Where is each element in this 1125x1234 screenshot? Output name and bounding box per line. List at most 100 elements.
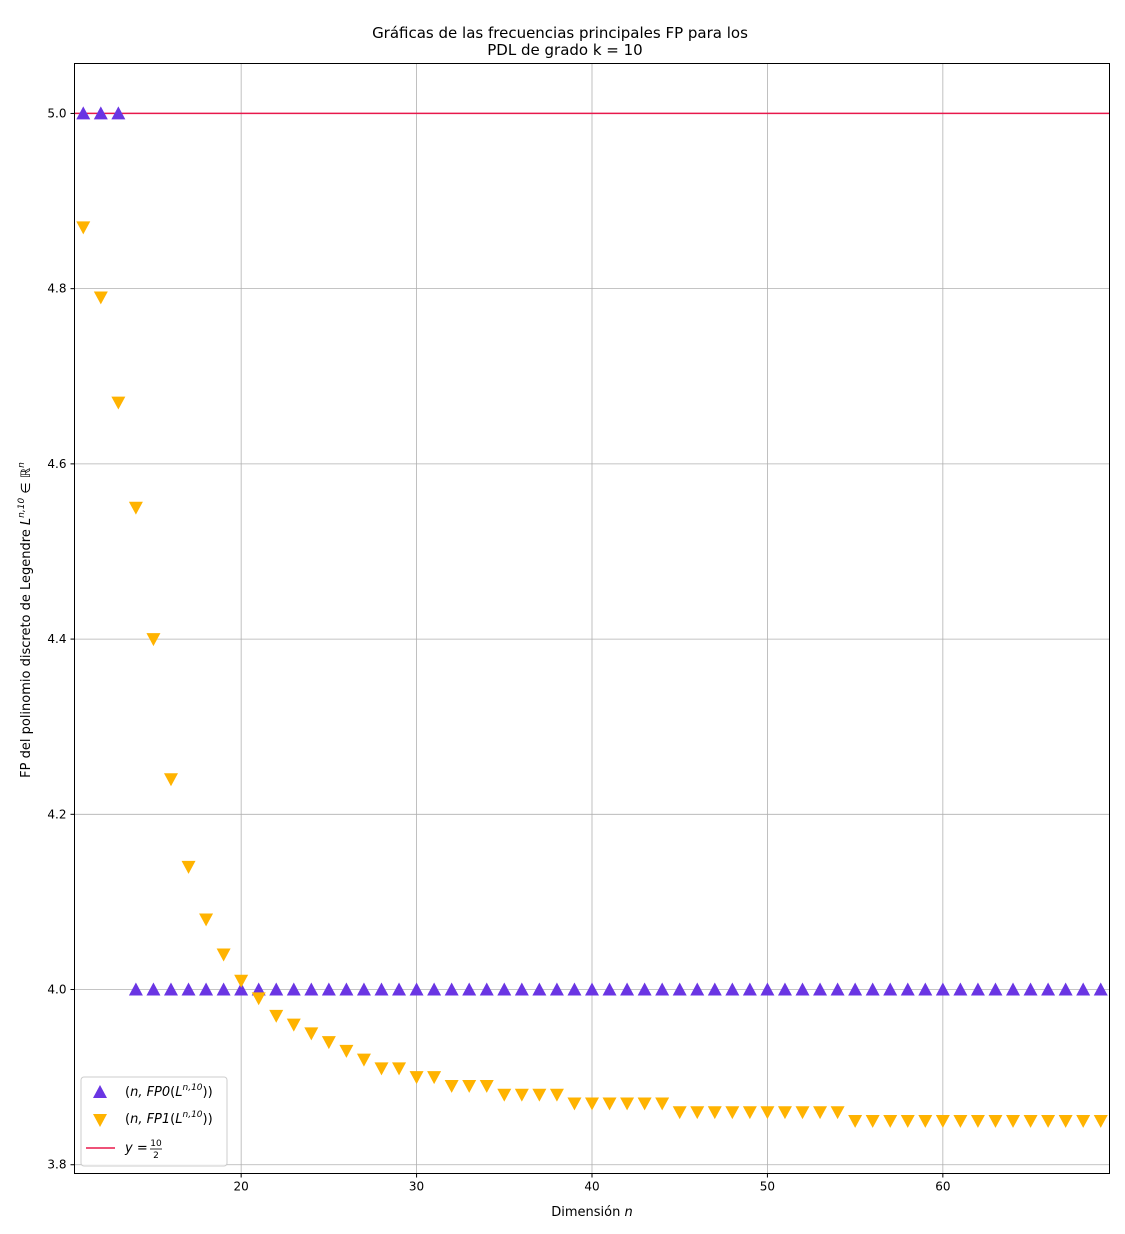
fp1-marker (883, 1114, 898, 1128)
y-tick-label: 5.0 (47, 106, 66, 120)
fp0-marker (497, 982, 512, 996)
fp0-marker (865, 982, 880, 996)
fp0-marker (216, 982, 231, 996)
legend: (n, FP0(Ln,10)) (n, FP1(Ln,10)) y = 10 2 (80, 1076, 228, 1167)
fp0-marker (111, 106, 126, 120)
x-axis-label: Dimensión n (551, 1205, 632, 1220)
fp0-marker (1023, 982, 1038, 996)
grid-lines (74, 63, 1110, 1174)
fp1-marker (514, 1088, 529, 1102)
y-tick-label: 4.2 (47, 807, 66, 821)
fp1-marker (216, 948, 231, 962)
fp0-marker (795, 982, 810, 996)
legend-marker-fp0 (93, 1085, 107, 1098)
fp0-marker (1093, 982, 1108, 996)
fp1-marker (672, 1106, 687, 1120)
fp1-marker (760, 1106, 775, 1120)
fp1-marker (532, 1088, 547, 1102)
fp0-marker (427, 982, 442, 996)
fp0-marker (690, 982, 705, 996)
fp1-marker (777, 1106, 792, 1120)
y-tick-label: 4.4 (47, 632, 66, 646)
fp1-marker (1076, 1114, 1091, 1128)
y-tick-label: 4.6 (47, 457, 66, 471)
fp1-marker (1093, 1114, 1108, 1128)
fp0-marker (883, 982, 898, 996)
fp1-marker (497, 1088, 512, 1102)
fp1-marker (848, 1114, 863, 1128)
fp0-marker (813, 982, 828, 996)
fp1-marker (234, 974, 249, 988)
fp1-marker (111, 396, 126, 410)
fp0-marker (199, 982, 214, 996)
y-tick-label: 4.8 (47, 282, 66, 296)
fp1-marker (462, 1079, 477, 1093)
fp0-marker (585, 982, 599, 996)
x-tick-label: 50 (760, 1180, 775, 1194)
fp0-marker (93, 106, 108, 120)
legend-label-ref-line: y = (124, 1141, 148, 1156)
fp0-marker (1076, 982, 1091, 996)
fp0-marker (1058, 982, 1073, 996)
fp0-marker (321, 982, 336, 996)
fp1-marker (953, 1114, 968, 1128)
fp0-marker (567, 982, 582, 996)
fp0-marker (672, 982, 687, 996)
fp0-marker (374, 982, 389, 996)
fp0-marker (602, 982, 617, 996)
fp0-marker (392, 982, 407, 996)
fp1-marker (935, 1114, 950, 1128)
fp1-marker (427, 1071, 442, 1085)
fp1-marker (199, 913, 214, 927)
fp1-marker (146, 633, 161, 647)
y-tick-label: 3.8 (47, 1158, 66, 1172)
fp0-marker (620, 982, 635, 996)
fp1-marker (409, 1071, 424, 1085)
fp1-marker (690, 1106, 705, 1120)
fp0-marker (146, 982, 161, 996)
fp0-marker (286, 982, 301, 996)
y-axis-label: FP del polinomio discreto de Legendre Ln… (17, 462, 34, 778)
fp0-marker (760, 982, 775, 996)
fp1-marker (725, 1106, 740, 1120)
x-tick-label: 20 (234, 1180, 249, 1194)
fp0-marker (76, 106, 91, 120)
fp1-marker (392, 1062, 407, 1076)
legend-fraction-numerator: 10 (150, 1139, 162, 1149)
fp1-marker (1006, 1114, 1021, 1128)
fp1-marker (830, 1106, 845, 1120)
fp1-marker (1058, 1114, 1073, 1128)
fp0-marker (339, 982, 354, 996)
fp0-marker (1041, 982, 1056, 996)
fp0-marker (742, 982, 757, 996)
fp0-marker (953, 982, 968, 996)
fp1-marker (181, 860, 196, 874)
fp1-marker (163, 773, 178, 787)
fp1-marker (900, 1114, 915, 1128)
fp1-marker (970, 1114, 985, 1128)
fp1-marker (374, 1062, 389, 1076)
x-tick-label: 60 (935, 1180, 950, 1194)
fp1-marker (567, 1097, 582, 1111)
fp0-marker (830, 982, 845, 996)
fp0-marker (549, 982, 564, 996)
fp0-marker (988, 982, 1003, 996)
fp1-marker (620, 1097, 635, 1111)
fp0-marker (269, 982, 284, 996)
fp0-marker (900, 982, 915, 996)
fp0-marker (251, 982, 266, 996)
fp0-marker (637, 982, 652, 996)
fp1-marker (1023, 1114, 1038, 1128)
fp1-marker (549, 1088, 564, 1102)
fp0-marker (725, 982, 740, 996)
fp1-marker (269, 1009, 284, 1023)
fp1-marker (655, 1097, 670, 1111)
fp0-marker (234, 982, 249, 996)
x-axis-label-variable: n (624, 1205, 632, 1220)
fp1-marker (321, 1036, 336, 1050)
fp0-marker (304, 982, 319, 996)
fp0-marker (707, 982, 722, 996)
fp0-marker (163, 982, 178, 996)
fp0-marker (181, 982, 196, 996)
fp1-marker (444, 1079, 459, 1093)
